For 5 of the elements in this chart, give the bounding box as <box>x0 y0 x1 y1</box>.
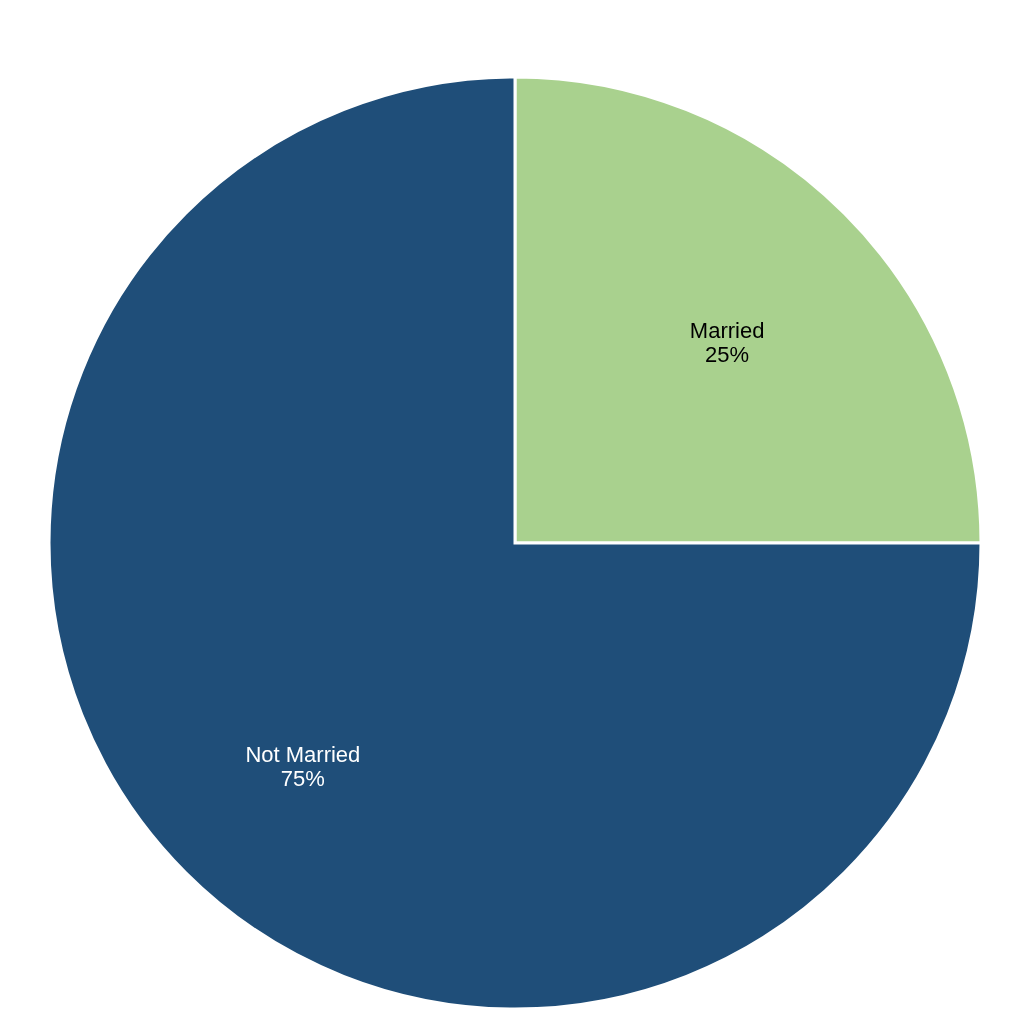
slice-label: Married <box>689 317 765 343</box>
data-label: 75% <box>280 766 325 792</box>
slice-label: Not Married <box>245 742 361 768</box>
pie-slice <box>47 75 983 1011</box>
data-label: 25% <box>705 341 750 367</box>
